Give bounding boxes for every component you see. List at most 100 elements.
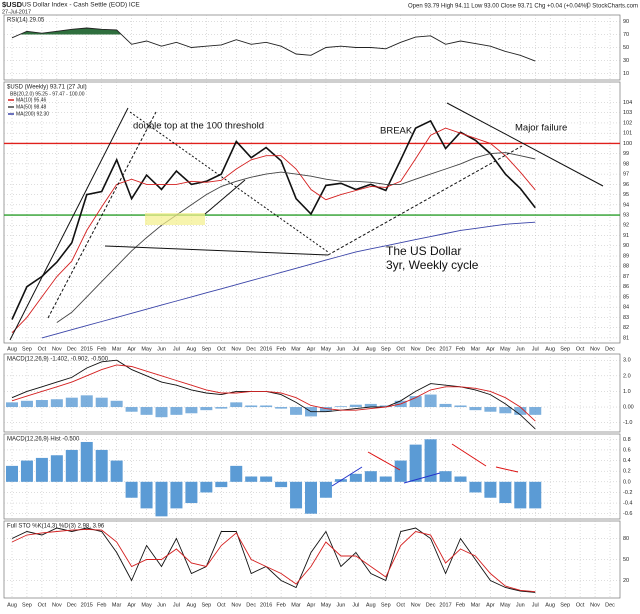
hist-bar	[260, 405, 273, 408]
x-tick-label: Sep	[381, 602, 391, 608]
x-tick-label: Aug	[187, 602, 197, 608]
bar	[95, 449, 108, 482]
x-tick-label: Nov	[52, 602, 62, 608]
y-tick-label: 82	[623, 325, 629, 331]
panel-frame	[3, 353, 621, 433]
y-tick-label: 10	[623, 71, 629, 77]
y-tick-label: -0.2	[623, 490, 632, 496]
trend-line	[367, 451, 401, 471]
x-tick-label: Mar	[112, 602, 122, 608]
bar	[424, 439, 437, 482]
hist-bar	[170, 407, 183, 415]
hist-bar	[50, 399, 63, 408]
annotations: double top at the 100 threshold BREAK Ma…	[133, 121, 567, 273]
x-tick-label: Mar	[112, 346, 122, 352]
hist-bar	[155, 407, 168, 418]
x-tick-label: May	[500, 346, 511, 352]
hist-bar	[35, 400, 48, 408]
x-tick-label: Oct	[396, 602, 405, 608]
series-line	[11, 27, 536, 62]
y-tick-label: 0.2	[623, 469, 631, 475]
y-tick-label: 85	[623, 294, 629, 300]
date: 27-Jul-2017	[2, 9, 31, 15]
series-line	[11, 364, 536, 422]
bar	[155, 481, 168, 517]
y-tick-label: 91	[623, 233, 629, 239]
y-tick-label: 80	[623, 536, 629, 542]
x-tick-label: Aug	[545, 602, 555, 608]
bar	[260, 476, 273, 482]
instrument-name: US Dollar Index - Cash Settle (EOD) ICE	[22, 2, 140, 9]
bar	[379, 476, 392, 482]
y-tick-label: 95	[623, 192, 629, 198]
y-tick-label: 104	[623, 100, 632, 106]
x-tick-label: Dec	[605, 602, 615, 608]
hist-bar	[364, 403, 377, 408]
y-tick-label: 70	[623, 32, 629, 38]
trend-lines	[9, 102, 604, 487]
hist-bar	[20, 400, 33, 408]
x-tick-label: Nov	[231, 346, 241, 352]
annotation: BREAK	[380, 126, 413, 137]
bar	[185, 481, 198, 504]
bar	[469, 481, 482, 493]
x-tick-label: May	[141, 602, 152, 608]
x-tick-label: Aug	[7, 346, 17, 352]
bar	[454, 476, 467, 482]
y-tick-label: 50	[623, 45, 629, 51]
panel-frame	[3, 520, 621, 599]
hist-bar	[6, 402, 18, 408]
bar	[409, 444, 422, 482]
bar	[275, 481, 288, 488]
x-tick-label: Jun	[336, 602, 345, 608]
x-tick-label: Sep	[201, 602, 211, 608]
y-tick-label: 0.4	[623, 458, 631, 464]
x-tick-label: Sep	[560, 346, 570, 352]
bar	[290, 481, 303, 509]
bar	[50, 455, 63, 482]
bar	[499, 481, 512, 504]
trend-line	[204, 179, 246, 215]
hist-bar	[290, 407, 303, 415]
y-tick-label: 0.00	[623, 404, 634, 410]
y-tick-label: 94	[623, 202, 629, 208]
panel-title: RSI(14) 29.05	[7, 18, 45, 24]
x-tick-label: Nov	[590, 602, 600, 608]
bar	[140, 481, 153, 509]
x-tick-label: Apr	[127, 346, 136, 352]
hist-bar	[125, 407, 138, 412]
bar	[20, 460, 33, 482]
y-tick-label: -0.4	[623, 501, 632, 507]
x-tick-label: Dec	[426, 346, 436, 352]
x-tick-label: Dec	[67, 346, 77, 352]
trend-line	[451, 443, 487, 467]
credit: © StockCharts.com	[586, 3, 638, 10]
y-tick-label: 90	[623, 243, 629, 249]
x-tick-label: Nov	[411, 346, 421, 352]
x-tick-label: Dec	[246, 346, 256, 352]
x-tick-label: Oct	[38, 346, 47, 352]
y-tick-label: 101	[623, 131, 632, 137]
hist-bar	[484, 407, 497, 412]
x-tick-label: Apr	[127, 602, 136, 608]
y-tick-label: 87	[623, 274, 629, 280]
x-tick-label: Feb	[456, 346, 465, 352]
quote: Open 93.79 High 94.11 Low 93.00 Close 93…	[408, 4, 588, 10]
y-tick-label: 84	[623, 305, 629, 311]
x-tick-label: Nov	[52, 346, 62, 352]
x-tick-label: Feb	[456, 602, 465, 608]
bar	[245, 476, 258, 482]
x-tick-label: Oct	[576, 602, 585, 608]
x-tick-label: Jul	[173, 602, 180, 608]
x-tick-label: Oct	[217, 346, 226, 352]
hist-bar	[319, 407, 332, 412]
x-tick-label: Aug	[545, 346, 555, 352]
x-tick-label: Feb	[276, 602, 285, 608]
bar	[394, 460, 407, 482]
series-line	[41, 221, 536, 339]
x-tick-label: Sep	[560, 602, 570, 608]
annotation: 3yr, Weekly cycle	[386, 258, 479, 272]
trend-line	[47, 111, 157, 319]
hist-bar	[95, 397, 108, 408]
